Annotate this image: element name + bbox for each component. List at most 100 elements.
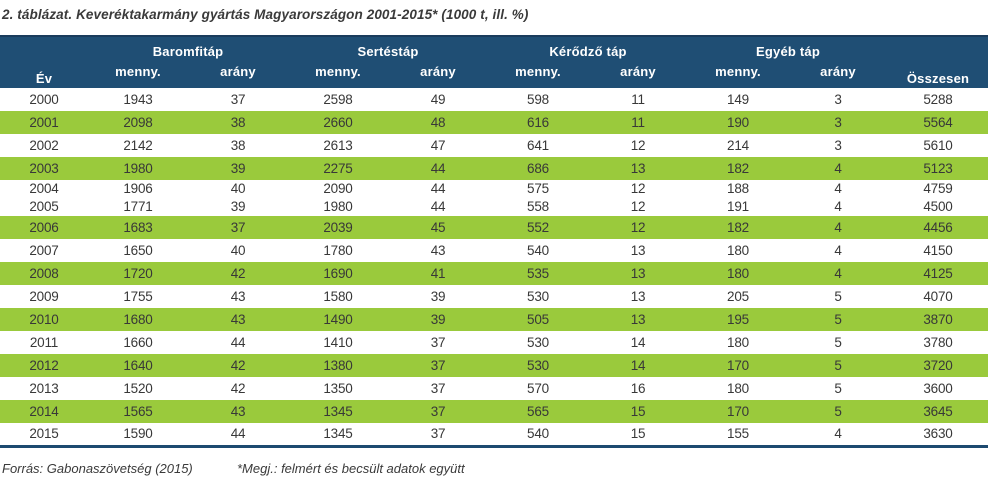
pig-quantity-cell: 2598 — [288, 88, 388, 111]
subheader-other-share: arány — [788, 61, 888, 88]
pig-share-cell: 44 — [388, 180, 488, 198]
year-cell: 2009 — [0, 285, 88, 308]
subheader-ruminant-quantity: menny. — [488, 61, 588, 88]
ruminant-share-cell: 11 — [588, 111, 688, 134]
other-share-cell: 4 — [788, 180, 888, 198]
other-quantity-cell: 214 — [688, 134, 788, 157]
pig-share-cell: 44 — [388, 198, 488, 216]
poultry-share-cell: 39 — [188, 198, 288, 216]
total-cell: 4150 — [888, 239, 988, 262]
poultry-quantity-cell: 1590 — [88, 423, 188, 446]
other-quantity-cell: 180 — [688, 239, 788, 262]
pig-quantity-cell: 1380 — [288, 354, 388, 377]
other-share-cell: 3 — [788, 88, 888, 111]
header-group-row: Év Baromfitáp Sertéstáp Kérődző táp Egyé… — [0, 36, 988, 88]
table-row: 2004 1906 40 2090 44 575 12 188 4 4759 — [0, 180, 988, 198]
total-cell: 5610 — [888, 134, 988, 157]
total-cell: 3780 — [888, 331, 988, 354]
poultry-quantity-cell: 1680 — [88, 308, 188, 331]
total-cell: 3720 — [888, 354, 988, 377]
other-share-cell: 4 — [788, 262, 888, 285]
pig-quantity-cell: 1980 — [288, 198, 388, 216]
other-quantity-cell: 182 — [688, 157, 788, 180]
poultry-share-cell: 38 — [188, 111, 288, 134]
ruminant-quantity-cell: 530 — [488, 331, 588, 354]
subheader-other-quantity: menny. — [688, 61, 788, 88]
total-cell: 4070 — [888, 285, 988, 308]
table-row: 2008 1720 42 1690 41 535 13 180 4 4125 — [0, 262, 988, 285]
pig-share-cell: 39 — [388, 285, 488, 308]
col-header-other-feed: Egyéb táp — [688, 36, 888, 61]
table-row: 2013 1520 42 1350 37 570 16 180 5 3600 — [0, 377, 988, 400]
other-quantity-cell: 191 — [688, 198, 788, 216]
total-cell: 3630 — [888, 423, 988, 446]
year-cell: 2006 — [0, 216, 88, 239]
total-cell: 5564 — [888, 111, 988, 134]
table-row: 2014 1565 43 1345 37 565 15 170 5 3645 — [0, 400, 988, 423]
year-cell: 2008 — [0, 262, 88, 285]
ruminant-share-cell: 12 — [588, 198, 688, 216]
col-header-year: Év — [0, 36, 88, 88]
pig-quantity-cell: 2039 — [288, 216, 388, 239]
poultry-quantity-cell: 1683 — [88, 216, 188, 239]
ruminant-share-cell: 12 — [588, 134, 688, 157]
ruminant-quantity-cell: 505 — [488, 308, 588, 331]
pig-quantity-cell: 1410 — [288, 331, 388, 354]
year-cell: 2015 — [0, 423, 88, 446]
poultry-share-cell: 43 — [188, 285, 288, 308]
pig-quantity-cell: 1490 — [288, 308, 388, 331]
other-quantity-cell: 182 — [688, 216, 788, 239]
other-quantity-cell: 195 — [688, 308, 788, 331]
other-quantity-cell: 180 — [688, 262, 788, 285]
other-share-cell: 5 — [788, 308, 888, 331]
subheader-poultry-share: arány — [188, 61, 288, 88]
poultry-share-cell: 42 — [188, 262, 288, 285]
total-cell: 3870 — [888, 308, 988, 331]
pig-quantity-cell: 1345 — [288, 400, 388, 423]
ruminant-quantity-cell: 540 — [488, 239, 588, 262]
poultry-quantity-cell: 2142 — [88, 134, 188, 157]
year-cell: 2013 — [0, 377, 88, 400]
other-share-cell: 4 — [788, 198, 888, 216]
pig-share-cell: 49 — [388, 88, 488, 111]
table-header: Év Baromfitáp Sertéstáp Kérődző táp Egyé… — [0, 36, 988, 88]
subheader-pig-share: arány — [388, 61, 488, 88]
ruminant-quantity-cell: 686 — [488, 157, 588, 180]
pig-share-cell: 45 — [388, 216, 488, 239]
other-share-cell: 4 — [788, 423, 888, 446]
pig-quantity-cell: 1580 — [288, 285, 388, 308]
other-share-cell: 3 — [788, 134, 888, 157]
ruminant-share-cell: 13 — [588, 157, 688, 180]
pig-share-cell: 43 — [388, 239, 488, 262]
pig-quantity-cell: 2275 — [288, 157, 388, 180]
year-cell: 2010 — [0, 308, 88, 331]
total-cell: 4500 — [888, 198, 988, 216]
poultry-quantity-cell: 1943 — [88, 88, 188, 111]
poultry-share-cell: 42 — [188, 377, 288, 400]
other-share-cell: 5 — [788, 285, 888, 308]
other-share-cell: 5 — [788, 400, 888, 423]
ruminant-share-cell: 12 — [588, 180, 688, 198]
pig-quantity-cell: 2613 — [288, 134, 388, 157]
other-quantity-cell: 149 — [688, 88, 788, 111]
pig-share-cell: 37 — [388, 331, 488, 354]
ruminant-quantity-cell: 616 — [488, 111, 588, 134]
table-row: 2009 1755 43 1580 39 530 13 205 5 4070 — [0, 285, 988, 308]
ruminant-quantity-cell: 598 — [488, 88, 588, 111]
subheader-poultry-quantity: menny. — [88, 61, 188, 88]
ruminant-share-cell: 15 — [588, 423, 688, 446]
ruminant-share-cell: 15 — [588, 400, 688, 423]
total-cell: 4759 — [888, 180, 988, 198]
poultry-share-cell: 43 — [188, 308, 288, 331]
pig-share-cell: 37 — [388, 423, 488, 446]
other-share-cell: 5 — [788, 354, 888, 377]
table-row: 2015 1590 44 1345 37 540 15 155 4 3630 — [0, 423, 988, 446]
table-row: 2002 2142 38 2613 47 641 12 214 3 5610 — [0, 134, 988, 157]
poultry-share-cell: 40 — [188, 180, 288, 198]
table-row: 2012 1640 42 1380 37 530 14 170 5 3720 — [0, 354, 988, 377]
feed-production-table: Év Baromfitáp Sertéstáp Kérődző táp Egyé… — [0, 35, 988, 448]
table-row: 2005 1771 39 1980 44 558 12 191 4 4500 — [0, 198, 988, 216]
pig-share-cell: 37 — [388, 400, 488, 423]
ruminant-share-cell: 13 — [588, 262, 688, 285]
